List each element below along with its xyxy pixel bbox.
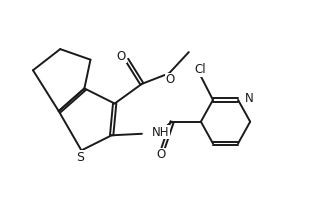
Text: Cl: Cl (194, 63, 206, 76)
Text: N: N (245, 92, 253, 105)
Text: O: O (156, 148, 165, 161)
Text: O: O (117, 50, 126, 63)
Text: S: S (76, 150, 84, 164)
Text: O: O (165, 73, 174, 87)
Text: NH: NH (151, 126, 169, 139)
